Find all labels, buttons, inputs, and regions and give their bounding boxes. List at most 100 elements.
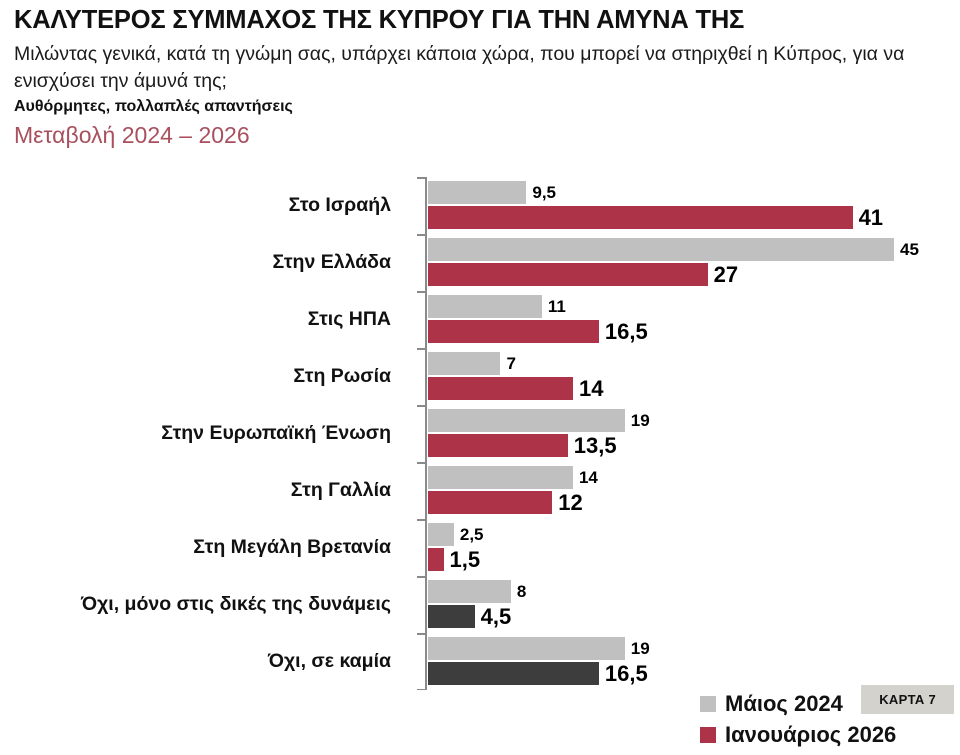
bar-2024[interactable]: 11 <box>428 295 566 318</box>
bar-2026[interactable]: 16,5 <box>428 320 648 343</box>
chart-note: Αυθόρμητες, πολλαπλές απαντήσεις <box>14 97 293 115</box>
bar-fill-2024 <box>428 409 625 432</box>
bar-value-2024: 19 <box>630 639 650 658</box>
bar-2026[interactable]: 12 <box>428 491 583 514</box>
category-label: Στη Ρωσία <box>293 364 391 387</box>
chart-row: Όχι, σε καμία 19 16,5 <box>0 633 960 690</box>
category-label: Όχι, σε καμία <box>267 649 391 672</box>
category-label: Στις ΗΠΑ <box>307 307 391 330</box>
bar-fill-2026 <box>428 377 573 400</box>
axis-tick <box>417 177 426 179</box>
bar-2024[interactable]: 9,5 <box>428 181 556 204</box>
bar-group: 14 12 <box>428 462 958 519</box>
bar-value-2026: 13,5 <box>573 432 617 458</box>
category-label: Στην Ευρωπαϊκή Ένωση <box>161 421 391 444</box>
bar-2026[interactable]: 1,5 <box>428 548 480 571</box>
legend-label-2024: Μάιος 2024 <box>725 691 843 716</box>
bar-fill-2026 <box>428 320 599 343</box>
bar-value-2026: 27 <box>713 261 739 287</box>
bar-fill-2024 <box>428 181 527 204</box>
legend-label-2026: Ιανουάριος 2026 <box>725 722 897 747</box>
bar-group: 9,5 41 <box>428 177 958 234</box>
bar-2026[interactable]: 41 <box>428 206 883 229</box>
bar-value-2026: 16,5 <box>604 318 648 344</box>
chart-question: Μιλώντας γενικά, κατά τη γνώμη σας, υπάρ… <box>14 42 905 93</box>
axis-tick <box>417 519 426 521</box>
bar-value-2024: 2,5 <box>459 525 484 544</box>
bar-value-2026: 1,5 <box>449 546 481 572</box>
bar-group: 11 16,5 <box>428 291 958 348</box>
bar-group: 45 27 <box>428 234 958 291</box>
bar-value-2026: 14 <box>578 375 604 401</box>
bar-2026[interactable]: 13,5 <box>428 434 617 457</box>
bar-2026[interactable]: 27 <box>428 263 738 286</box>
bar-fill-2024 <box>428 295 542 318</box>
category-label: Στη Μεγάλη Βρετανία <box>193 535 391 558</box>
bar-group: 8 4,5 <box>428 576 958 633</box>
chart-row: Στις ΗΠΑ 11 16,5 <box>0 291 960 348</box>
bar-group: 19 13,5 <box>428 405 958 462</box>
bar-2026[interactable]: 4,5 <box>428 605 511 628</box>
legend-swatch-2026-icon <box>700 727 716 743</box>
category-label: Όχι, μόνο στις δικές της δυνάμεις <box>81 592 391 615</box>
chart-plot-area: Στο Ισραήλ 9,5 41 Στην Ελλάδα 45 27 Στις ΗΠΑ 11… <box>0 171 960 746</box>
axis-tick <box>417 576 426 578</box>
chart-rows: Στο Ισραήλ 9,5 41 Στην Ελλάδα 45 27 Στις ΗΠΑ 11… <box>0 177 960 690</box>
bar-fill-2024 <box>428 466 573 489</box>
bar-fill-2026 <box>428 662 599 685</box>
category-label: Στην Ελλάδα <box>272 250 391 273</box>
bar-2024[interactable]: 8 <box>428 580 526 603</box>
category-label: Στη Γαλλία <box>290 478 391 501</box>
axis-tick <box>417 633 426 635</box>
legend-item-2026[interactable]: Ιανουάριος 2026 <box>700 724 950 746</box>
bar-fill-2024 <box>428 523 454 546</box>
bar-group: 7 14 <box>428 348 958 405</box>
page-title: ΚΑΛΥΤΕΡΟΣ ΣΥΜΜΑΧΟΣ ΤΗΣ ΚΥΠΡΟΥ ΓΙΑ ΤΗΝ ΑΜ… <box>14 6 745 34</box>
bar-value-2024: 14 <box>578 468 598 487</box>
legend-item-2024[interactable]: Μάιος 2024 <box>700 693 950 715</box>
chart-period-label: Μεταβολή 2024 – 2026 <box>14 121 250 148</box>
bar-group: 2,5 1,5 <box>428 519 958 576</box>
bar-2024[interactable]: 45 <box>428 238 919 261</box>
chart-row: Στη Μεγάλη Βρετανία 2,5 1,5 <box>0 519 960 576</box>
bar-value-2026: 4,5 <box>480 603 512 629</box>
bar-fill-2026 <box>428 491 553 514</box>
bar-2024[interactable]: 19 <box>428 637 650 660</box>
bar-fill-2024 <box>428 238 894 261</box>
category-axis-line <box>425 177 427 690</box>
chart-row: Στην Ελλάδα 45 27 <box>0 234 960 291</box>
bar-fill-2024 <box>428 580 511 603</box>
bar-2024[interactable]: 19 <box>428 409 650 432</box>
bar-value-2024: 19 <box>630 411 650 430</box>
bar-fill-2026 <box>428 263 708 286</box>
bar-2026[interactable]: 14 <box>428 377 603 400</box>
bar-value-2024: 8 <box>516 582 527 601</box>
category-label: Στο Ισραήλ <box>288 193 391 216</box>
bar-value-2024: 9,5 <box>532 183 557 202</box>
axis-tick <box>417 234 426 236</box>
bar-value-2024: 11 <box>547 297 566 316</box>
chart-row: Στην Ευρωπαϊκή Ένωση 19 13,5 <box>0 405 960 462</box>
bar-2026[interactable]: 16,5 <box>428 662 648 685</box>
bar-2024[interactable]: 14 <box>428 466 598 489</box>
bar-2024[interactable]: 7 <box>428 352 516 375</box>
chart-row: Στη Ρωσία 7 14 <box>0 348 960 405</box>
bar-value-2024: 45 <box>900 240 919 259</box>
bar-fill-2024 <box>428 637 625 660</box>
bar-2024[interactable]: 2,5 <box>428 523 484 546</box>
bar-fill-2026 <box>428 605 475 628</box>
axis-tick <box>417 462 426 464</box>
axis-tick <box>417 405 426 407</box>
bar-value-2026: 16,5 <box>604 660 648 686</box>
bar-fill-2026 <box>428 548 444 571</box>
axis-tick <box>417 688 426 690</box>
chart-header: ΚΑΛΥΤΕΡΟΣ ΣΥΜΜΑΧΟΣ ΤΗΣ ΚΥΠΡΟΥ ΓΙΑ ΤΗΝ ΑΜ… <box>0 0 960 150</box>
bar-group: 19 16,5 <box>428 633 958 690</box>
chart-row: Στη Γαλλία 14 12 <box>0 462 960 519</box>
chart-row: Όχι, μόνο στις δικές της δυνάμεις 8 4,5 <box>0 576 960 633</box>
bar-fill-2026 <box>428 434 568 457</box>
axis-tick <box>417 348 426 350</box>
card-badge: ΚΑΡΤΑ 7 <box>861 685 954 714</box>
chart-row: Στο Ισραήλ 9,5 41 <box>0 177 960 234</box>
